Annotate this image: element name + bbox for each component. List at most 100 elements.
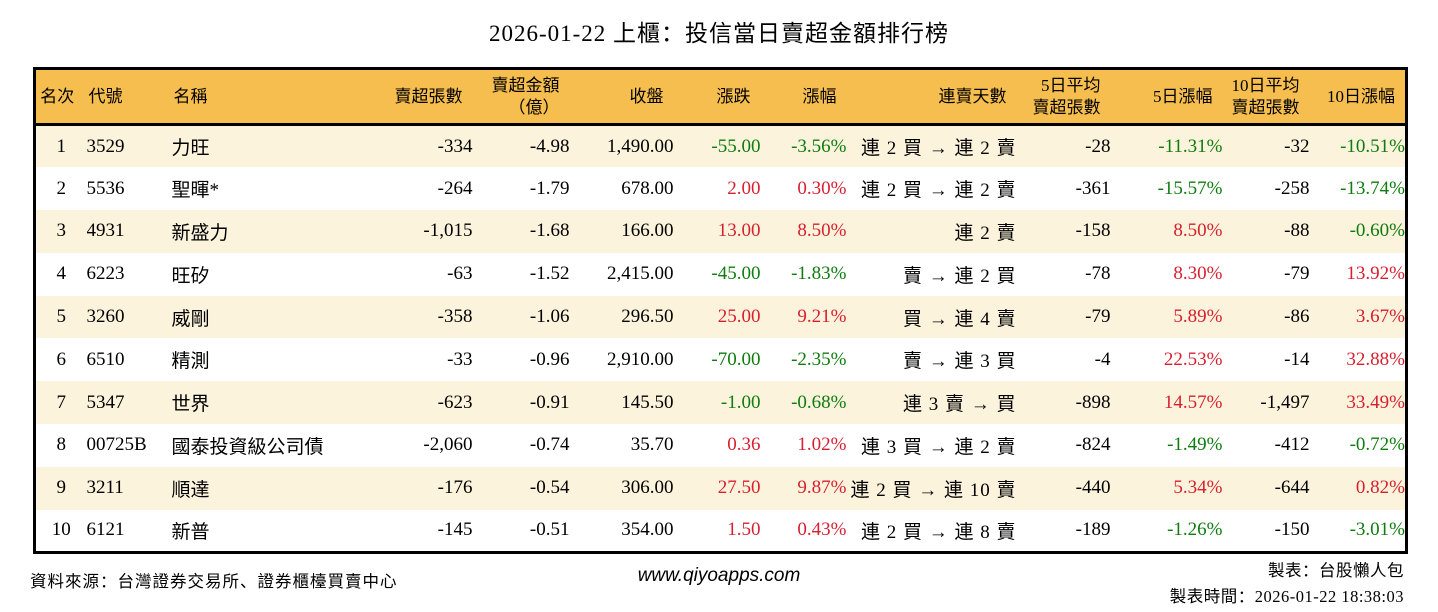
table-row: 2 5536 聖暉* -264 -1.79 678.00 2.00 0.30% … (34, 167, 1407, 211)
cell-change-percent: -1.83% (791, 263, 847, 285)
cell-streak-days: 買 → 連 4 賣 (902, 308, 1017, 330)
table-row: 5 3260 威剛 -358 -1.06 296.50 25.00 9.21% … (34, 295, 1407, 339)
cell-price-change: -1.00 (720, 391, 761, 413)
cell-stock-name: 新普 (171, 521, 210, 543)
cell-avg5-lots: -78 (1085, 263, 1111, 285)
cell-change-percent: -0.68% (791, 391, 847, 413)
cell-avg5-lots: -4 (1094, 348, 1111, 370)
table-row: 3 4931 新盛力 -1,015 -1.68 166.00 13.00 8.5… (34, 210, 1407, 253)
cell-avg10-lots: -79 (1284, 263, 1310, 285)
cell-change-percent: 9.87% (797, 477, 847, 499)
cell-close-price: 2,415.00 (607, 263, 674, 285)
cell-pct5: 14.57% (1163, 391, 1223, 413)
cell-net-sell-amount: -1.79 (529, 177, 570, 199)
col-header-change-pct: 漲幅 (760, 68, 847, 126)
cell-pct5: -1.49% (1167, 434, 1223, 456)
cell-price-change: 0.36 (727, 434, 761, 456)
cell-rank: 6 (56, 348, 67, 370)
cell-close-price: 2,910.00 (607, 348, 674, 370)
cell-stock-name: 威剛 (171, 308, 210, 330)
ranking-table-container: 名次 代號 名稱 賣超張數 賣超金額 （億） 收盤 漲跌 漲幅 連賣天數 5日平… (33, 67, 1408, 554)
cell-price-change: 13.00 (717, 220, 761, 242)
col-header-avg5: 5日平均 賣超張數 (1016, 68, 1111, 126)
cell-net-sell-lots: -63 (447, 263, 473, 285)
cell-streak-days: 連 2 買 → 連 10 賣 (850, 479, 1017, 501)
cell-close-price: 166.00 (621, 220, 674, 242)
cell-price-change: 1.50 (727, 519, 761, 541)
cell-net-sell-lots: -176 (437, 477, 473, 499)
cell-stock-name: 聖暉* (171, 180, 220, 202)
cell-stock-name: 新盛力 (171, 222, 229, 244)
cell-close-price: 1,490.00 (607, 135, 674, 157)
table-row: 8 00725B 國泰投資級公司債 -2,060 -0.74 35.70 0.3… (34, 424, 1407, 467)
cell-stock-code: 4931 (86, 220, 125, 242)
cell-pct10: -13.74% (1340, 177, 1405, 199)
cell-avg10-lots: -86 (1284, 306, 1310, 328)
cell-price-change: 27.50 (717, 477, 761, 499)
table-row: 4 6223 旺矽 -63 -1.52 2,415.00 -45.00 -1.8… (34, 252, 1407, 296)
cell-pct10: 33.49% (1346, 391, 1405, 413)
col-header-pct5: 5日漲幅 (1110, 68, 1223, 126)
cell-pct5: 22.53% (1163, 348, 1223, 370)
cell-avg5-lots: -189 (1075, 519, 1111, 541)
cell-avg5-lots: -28 (1085, 135, 1111, 157)
cell-stock-code: 6223 (86, 263, 125, 285)
cell-pct10: -3.01% (1349, 519, 1405, 541)
cell-net-sell-lots: -334 (437, 135, 473, 157)
cell-price-change: 2.00 (727, 177, 761, 199)
cell-stock-name: 精測 (171, 351, 210, 373)
cell-stock-name: 世界 (171, 394, 210, 416)
cell-net-sell-amount: -0.91 (529, 391, 570, 413)
cell-pct10: 0.82% (1355, 477, 1405, 499)
col-header-code: 代號 (86, 68, 172, 126)
col-header-close: 收盤 (569, 68, 674, 126)
cell-stock-code: 00725B (86, 434, 147, 456)
cell-avg10-lots: -1,497 (1260, 391, 1310, 413)
cell-streak-days: 連 3 買 → 連 2 賣 (860, 436, 1017, 458)
made-time-label: 製表時間：2026-01-22 18:38:03 (1169, 587, 1404, 607)
cell-change-percent: 8.50% (797, 220, 847, 242)
cell-pct10: -0.72% (1349, 434, 1405, 456)
col-header-amount: 賣超金額 （億） (472, 68, 570, 126)
cell-streak-days: 連 3 賣 → 買 (902, 394, 1017, 416)
cell-stock-name: 順達 (171, 479, 210, 501)
cell-stock-code: 6510 (86, 348, 125, 370)
cell-streak-days: 賣 → 連 2 買 (902, 265, 1017, 287)
cell-avg10-lots: -88 (1284, 220, 1310, 242)
cell-rank: 5 (56, 306, 67, 328)
table-row: 6 6510 精測 -33 -0.96 2,910.00 -70.00 -2.3… (34, 338, 1407, 382)
cell-close-price: 296.50 (621, 306, 674, 328)
cell-avg5-lots: -898 (1075, 391, 1111, 413)
cell-pct5: 5.34% (1173, 477, 1223, 499)
cell-net-sell-lots: -1,015 (423, 220, 473, 242)
cell-price-change: -70.00 (711, 348, 761, 370)
cell-change-percent: 1.02% (797, 434, 847, 456)
cell-avg5-lots: -440 (1075, 477, 1111, 499)
cell-close-price: 678.00 (621, 177, 674, 199)
cell-stock-name: 力旺 (171, 138, 210, 160)
table-row: 7 5347 世界 -623 -0.91 145.50 -1.00 -0.68%… (34, 381, 1407, 425)
cell-net-sell-amount: -1.52 (529, 263, 570, 285)
credits-block: 製表：台股懶人包 製表時間：2026-01-22 18:38:03 (1170, 558, 1404, 611)
cell-avg10-lots: -150 (1274, 519, 1310, 541)
cell-price-change: -45.00 (711, 263, 761, 285)
cell-net-sell-amount: -4.98 (529, 135, 570, 157)
cell-pct10: -10.51% (1340, 135, 1405, 157)
cell-stock-code: 5536 (86, 177, 125, 199)
cell-price-change: -55.00 (711, 135, 761, 157)
page-title: 2026-01-22 上櫃：投信當日賣超金額排行榜 (488, 21, 950, 46)
cell-net-sell-lots: -145 (437, 519, 473, 541)
cell-streak-days: 連 2 買 → 連 8 賣 (860, 521, 1017, 543)
cell-stock-name: 國泰投資級公司債 (171, 436, 324, 458)
cell-avg10-lots: -644 (1274, 477, 1310, 499)
col-header-rank: 名次 (34, 68, 87, 126)
cell-stock-code: 3211 (86, 477, 124, 499)
cell-close-price: 354.00 (621, 519, 674, 541)
table-row: 1 3529 力旺 -334 -4.98 1,490.00 -55.00 -3.… (34, 124, 1407, 168)
cell-avg10-lots: -32 (1284, 135, 1310, 157)
cell-close-price: 35.70 (630, 434, 674, 456)
cell-pct10: 32.88% (1346, 348, 1405, 370)
cell-pct5: -1.26% (1167, 519, 1223, 541)
cell-rank: 4 (56, 263, 67, 285)
cell-streak-days: 連 2 賣 (954, 222, 1017, 244)
